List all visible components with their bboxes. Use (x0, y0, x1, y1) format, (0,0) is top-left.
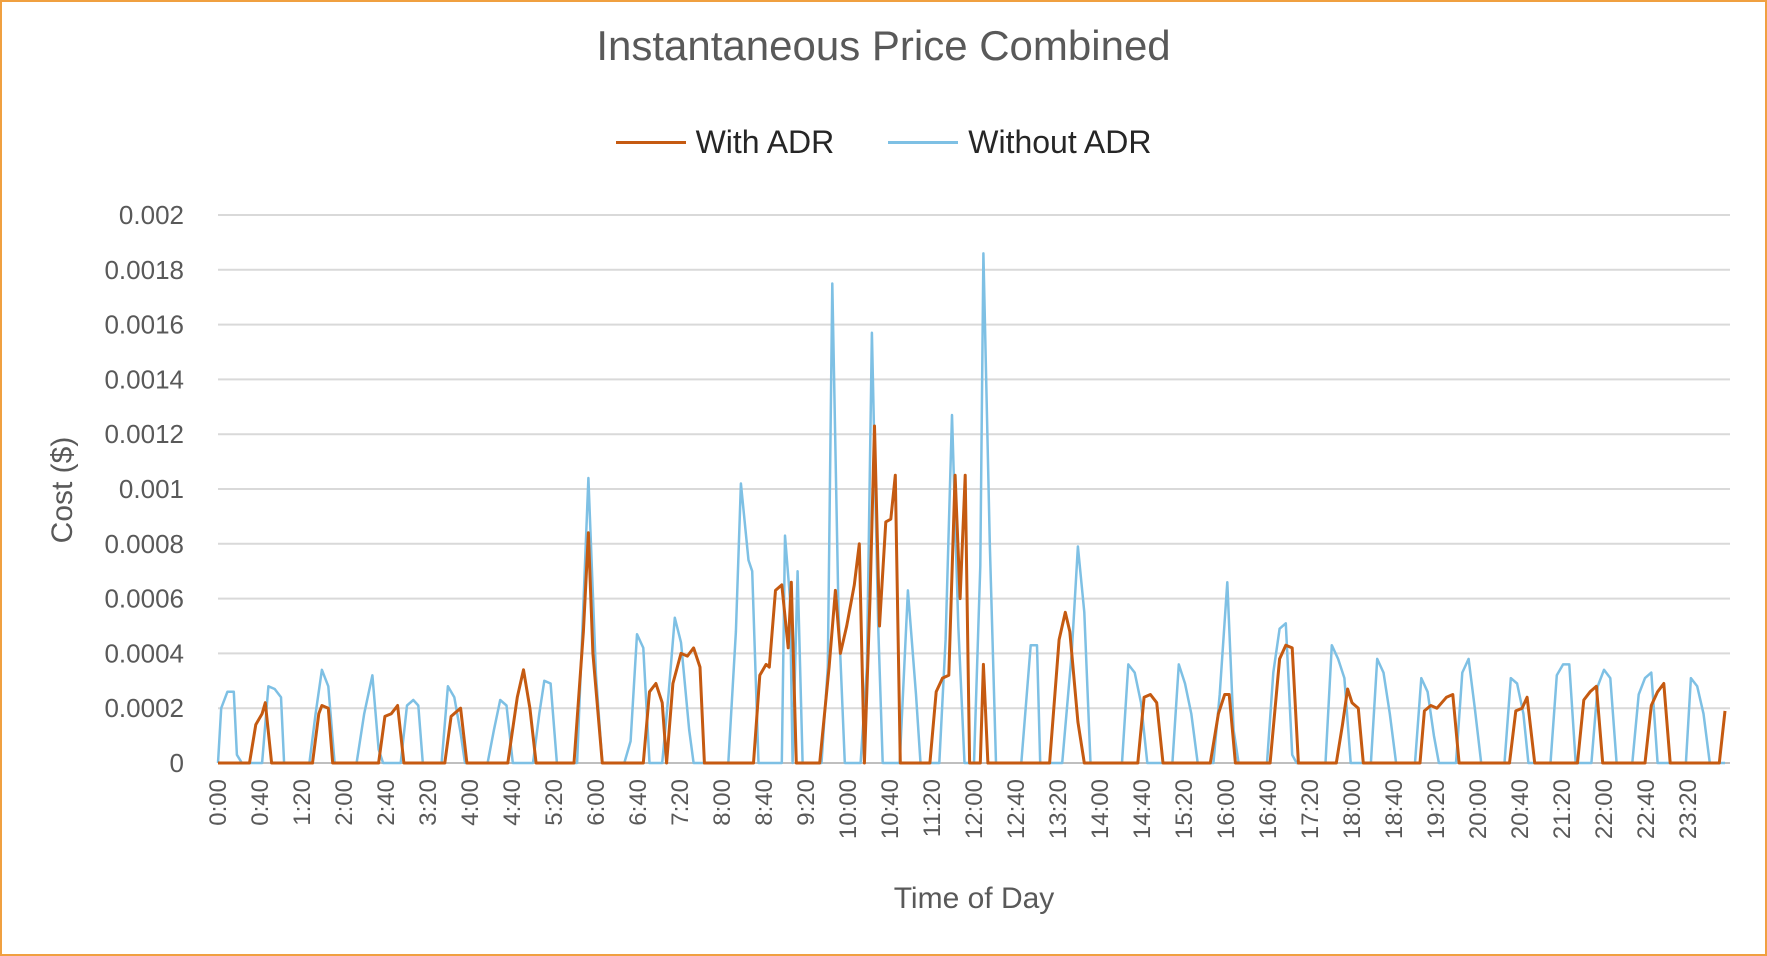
x-tick-label: 2:40 (373, 779, 400, 826)
x-tick-label: 16:00 (1213, 779, 1240, 839)
y-axis-label: Cost ($) (46, 437, 79, 544)
series-line-without-adr (216, 252, 1725, 765)
x-tick-label: 4:00 (457, 779, 484, 826)
y-tick-label: 0.0016 (104, 310, 184, 340)
x-tick-label: 6:40 (625, 779, 652, 826)
legend-swatch-without-adr (888, 141, 959, 144)
x-tick-label: 18:40 (1381, 779, 1408, 839)
legend-item-with-adr: With ADR (615, 124, 835, 161)
legend-item-without-adr: Without ADR (888, 124, 1151, 161)
x-tick-label: 23:20 (1675, 779, 1702, 839)
x-tick-label: 22:40 (1633, 779, 1660, 839)
x-tick-label: 10:00 (835, 779, 862, 839)
x-tick-label: 0:00 (205, 779, 232, 826)
x-tick-labels: 0:00 0:40 1:20 2:00 2:40 3:20 4:00 4:40 5:20 6:00… (205, 779, 1702, 839)
x-tick-label: 12:00 (961, 779, 988, 839)
x-tick-label: 14:40 (1129, 779, 1156, 839)
chart-title: Instantaneous Price Combined (596, 22, 1171, 69)
legend-label-without-adr: Without ADR (968, 124, 1152, 160)
x-tick-label: 6:00 (583, 779, 610, 826)
x-tick-label: 11:20 (919, 779, 946, 837)
x-tick-label: 10:40 (877, 779, 904, 839)
x-tick-label: 4:40 (499, 779, 526, 826)
y-tick-label: 0.0012 (104, 419, 184, 449)
y-tick-label: 0.0014 (104, 364, 184, 394)
y-tick-label: 0.0008 (104, 529, 184, 559)
y-tick-label: 0.001 (119, 474, 184, 504)
gridlines (218, 214, 1730, 764)
x-tick-label: 3:20 (415, 779, 442, 826)
y-tick-labels: 0 0.0002 0.0004 0.0006 0.0008 0.001 0.0012 0.00… (104, 200, 184, 778)
x-tick-label: 8:00 (709, 779, 736, 826)
x-tick-label: 20:00 (1465, 779, 1492, 839)
x-tick-label: 2:00 (331, 779, 358, 826)
y-tick-label: 0 (170, 748, 184, 778)
x-tick-label: 21:20 (1549, 779, 1576, 839)
x-tick-label: 0:40 (247, 779, 274, 826)
x-tick-label: 12:40 (1003, 779, 1030, 839)
series-line-with-adr (218, 424, 1727, 765)
x-axis-label: Time of Day (894, 882, 1055, 915)
y-tick-label: 0.0002 (104, 693, 184, 723)
legend-label-with-adr: With ADR (695, 124, 835, 160)
x-tick-label: 22:00 (1591, 779, 1618, 839)
y-tick-label: 0.0006 (104, 584, 184, 614)
x-tick-label: 18:00 (1339, 779, 1366, 839)
x-tick-label: 13:20 (1045, 779, 1072, 839)
x-tick-label: 19:20 (1423, 779, 1450, 839)
x-tick-label: 7:20 (667, 779, 694, 826)
x-tick-label: 17:20 (1297, 779, 1324, 839)
series-lines (216, 252, 1727, 765)
y-tick-label: 0.0018 (104, 255, 184, 285)
legend-swatch-with-adr (615, 141, 686, 144)
legend: With ADR Without ADR (0, 124, 1767, 161)
x-tick-label: 5:20 (541, 779, 568, 826)
x-tick-label: 1:20 (289, 779, 316, 826)
x-tick-label: 8:40 (751, 779, 778, 826)
y-tick-label: 0.0004 (104, 638, 184, 668)
y-tick-label: 0.002 (119, 200, 184, 230)
x-tick-label: 9:20 (793, 779, 820, 826)
x-tick-label: 16:40 (1255, 779, 1282, 839)
x-tick-label: 15:20 (1171, 779, 1198, 839)
x-tick-label: 20:40 (1507, 779, 1534, 839)
x-tick-label: 14:00 (1087, 779, 1114, 839)
